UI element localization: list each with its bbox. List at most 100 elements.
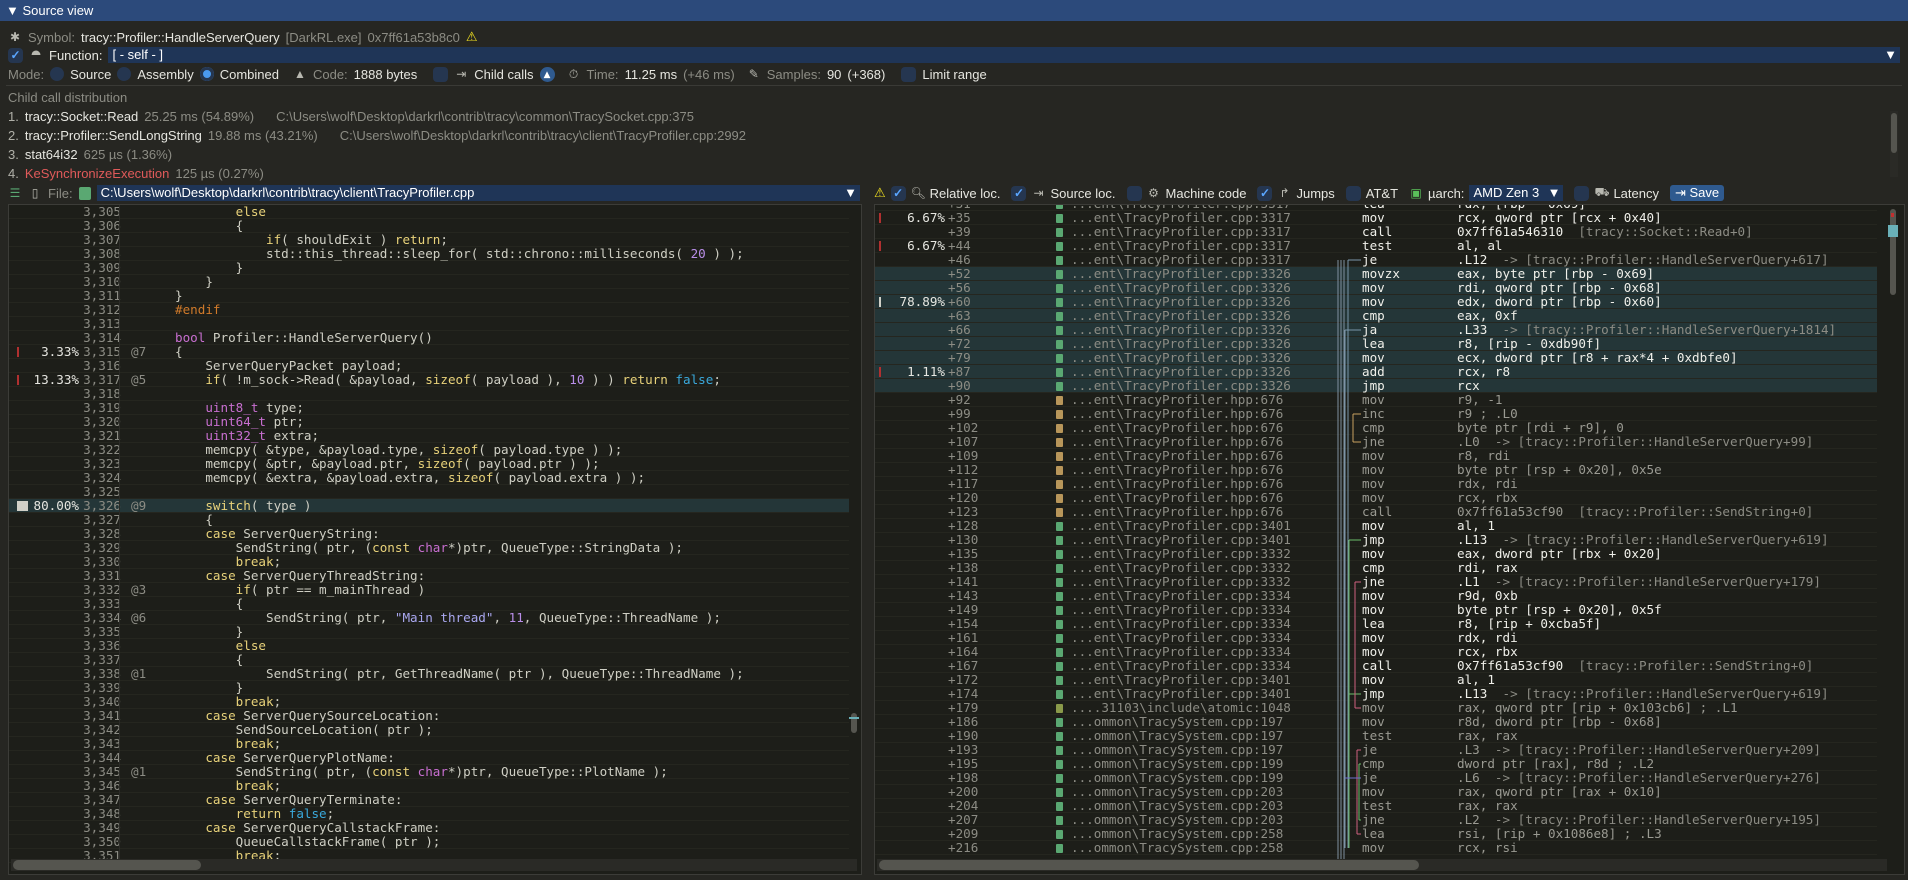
source-location[interactable]: ...ent\TracyProfiler.cpp:3401: [1071, 686, 1291, 701]
assembly-line[interactable]: +200 ...ommon\TracySystem.cpp:203 mov rax, …: [875, 785, 1877, 799]
source-line[interactable]: 3,324 memcpy( &extra, &payload.extra, si…: [9, 471, 849, 485]
source-line[interactable]: 3,338 @1 SendString( ptr, GetThreadName( …: [9, 667, 849, 681]
jump-target[interactable]: -> [tracy::Profiler::HandleServerQuery+1…: [1479, 574, 1821, 589]
source-location[interactable]: ...ent\TracyProfiler.cpp:3332: [1071, 546, 1291, 561]
relative-loc-label[interactable]: Relative loc.: [929, 185, 1001, 201]
jump-target[interactable]: [tracy::Profiler::SendString+0]: [1563, 658, 1814, 673]
assembly-line[interactable]: +174 ...ent\TracyProfiler.cpp:3401 jmp .L13…: [875, 687, 1877, 701]
source-line[interactable]: 3,341 case ServerQuerySourceLocation:: [9, 709, 849, 723]
assembly-line[interactable]: +99 ...ent\TracyProfiler.hpp:676 inc r9 ; .…: [875, 407, 1877, 421]
source-location[interactable]: ...ent\TracyProfiler.hpp:676: [1071, 420, 1284, 435]
assembly-line[interactable]: +141 ...ent\TracyProfiler.cpp:3332 jne .L1 …: [875, 575, 1877, 589]
source-location[interactable]: ...ommon\TracySystem.cpp:199: [1071, 756, 1284, 771]
assembly-line[interactable]: +161 ...ent\TracyProfiler.cpp:3334 mov rdx,…: [875, 631, 1877, 645]
jumps-checkbox[interactable]: ✓: [1257, 185, 1273, 201]
child-list-scrollbar[interactable]: [1890, 111, 1898, 177]
latency-label[interactable]: Latency: [1613, 185, 1659, 201]
assembly-line[interactable]: +56 ...ent\TracyProfiler.cpp:3326 mov rdi, …: [875, 281, 1877, 295]
source-location[interactable]: ...ent\TracyProfiler.cpp:3334: [1071, 658, 1291, 673]
assembly-line[interactable]: +164 ...ent\TracyProfiler.cpp:3334 mov rcx,…: [875, 645, 1877, 659]
assembly-line[interactable]: +46 ...ent\TracyProfiler.cpp:3317 je .L12 -…: [875, 253, 1877, 267]
source-line[interactable]: 3,319 uint8_t type;: [9, 401, 849, 415]
assembly-line[interactable]: +102 ...ent\TracyProfiler.hpp:676 cmp byte …: [875, 421, 1877, 435]
mode-assembly-label[interactable]: Assembly: [137, 66, 194, 82]
assembly-line[interactable]: +143 ...ent\TracyProfiler.cpp:3334 mov r9d,…: [875, 589, 1877, 603]
jump-target[interactable]: -> [tracy::Profiler::HandleServerQuery+6…: [1487, 686, 1829, 701]
source-line[interactable]: 3,308 std::this_thread::sleep_for( std::…: [9, 247, 849, 261]
source-line[interactable]: 80.00% 3,326 @9 switch( type ): [9, 499, 849, 513]
assembly-line[interactable]: +167 ...ent\TracyProfiler.cpp:3334 call 0x7…: [875, 659, 1877, 673]
source-location[interactable]: ...ent\TracyProfiler.cpp:3317: [1071, 205, 1291, 211]
source-line[interactable]: 3,343 break;: [9, 737, 849, 751]
uarch-combo[interactable]: AMD Zen 3 ▼: [1469, 185, 1564, 201]
assembly-line[interactable]: +39 ...ent\TracyProfiler.cpp:3317 call 0x7f…: [875, 225, 1877, 239]
assembly-line[interactable]: 6.67% +44 ...ent\TracyProfiler.cpp:3317 tes…: [875, 239, 1877, 253]
source-loc-checkbox[interactable]: ✓: [1011, 185, 1027, 201]
assembly-line[interactable]: +72 ...ent\TracyProfiler.cpp:3326 lea r8, […: [875, 337, 1877, 351]
jumps-label[interactable]: Jumps: [1296, 185, 1335, 201]
assembly-line[interactable]: +79 ...ent\TracyProfiler.cpp:3326 mov ecx, …: [875, 351, 1877, 365]
source-line[interactable]: 3,336 else: [9, 639, 849, 653]
source-line[interactable]: 3,322 memcpy( &type, &payload.type, size…: [9, 443, 849, 457]
jump-target[interactable]: -> [tracy::Profiler::HandleServerQuery+1…: [1479, 812, 1821, 827]
assembly-line[interactable]: +92 ...ent\TracyProfiler.hpp:676 mov r9, -1: [875, 393, 1877, 407]
source-location[interactable]: ...ommon\TracySystem.cpp:197: [1071, 742, 1284, 757]
assembly-line[interactable]: +120 ...ent\TracyProfiler.hpp:676 mov rcx, …: [875, 491, 1877, 505]
assembly-line[interactable]: +204 ...ommon\TracySystem.cpp:203 test rax,…: [875, 799, 1877, 813]
assembly-line[interactable]: +172 ...ent\TracyProfiler.cpp:3401 mov al, …: [875, 673, 1877, 687]
assembly-panel[interactable]: +31 ...ent\TracyProfiler.cpp:3317 lea rdx, …: [874, 204, 1905, 875]
source-location[interactable]: ...ent\TracyProfiler.cpp:3334: [1071, 644, 1291, 659]
source-location[interactable]: ...ent\TracyProfiler.hpp:676: [1071, 476, 1284, 491]
assembly-line[interactable]: +90 ...ent\TracyProfiler.cpp:3326 jmp rcx: [875, 379, 1877, 393]
source-location[interactable]: ...ent\TracyProfiler.cpp:3326: [1071, 280, 1291, 295]
source-line[interactable]: 3,325: [9, 485, 849, 499]
mode-combined-label[interactable]: Combined: [219, 66, 279, 82]
source-line[interactable]: 3,350 QueueCallstackFrame( ptr );: [9, 835, 849, 849]
source-line[interactable]: 3,331 case ServerQueryThreadString:: [9, 569, 849, 583]
source-location[interactable]: ...ommon\TracySystem.cpp:203: [1071, 784, 1284, 799]
source-line[interactable]: 3,349 case ServerQueryCallstackFrame:: [9, 821, 849, 835]
source-location[interactable]: ...ent\TracyProfiler.cpp:3334: [1071, 630, 1291, 645]
assembly-line[interactable]: +198 ...ommon\TracySystem.cpp:199 je .L6 ->…: [875, 771, 1877, 785]
jump-target[interactable]: -> [tracy::Profiler::HandleServerQuery+9…: [1479, 434, 1814, 449]
assembly-line[interactable]: +154 ...ent\TracyProfiler.cpp:3334 lea r8, …: [875, 617, 1877, 631]
relative-loc-checkbox[interactable]: ✓: [890, 185, 906, 201]
assembly-line[interactable]: +149 ...ent\TracyProfiler.cpp:3334 mov byte…: [875, 603, 1877, 617]
jump-target[interactable]: -> [tracy::Profiler::HandleServerQuery+6…: [1487, 252, 1829, 267]
source-location[interactable]: ...ent\TracyProfiler.hpp:676: [1071, 406, 1284, 421]
assembly-line[interactable]: +109 ...ent\TracyProfiler.hpp:676 mov r8, r…: [875, 449, 1877, 463]
source-line[interactable]: 3,334 @6 SendString( ptr, "Main thread", …: [9, 611, 849, 625]
source-line[interactable]: 3,313: [9, 317, 849, 331]
source-location[interactable]: ...ommon\TracySystem.cpp:197: [1071, 714, 1284, 729]
assembly-line[interactable]: +107 ...ent\TracyProfiler.hpp:676 jne .L0 -…: [875, 435, 1877, 449]
source-location[interactable]: ...ent\TracyProfiler.cpp:3317: [1071, 238, 1291, 253]
source-line[interactable]: 3,320 uint64_t ptr;: [9, 415, 849, 429]
assembly-line[interactable]: +190 ...ommon\TracySystem.cpp:197 test rax,…: [875, 729, 1877, 743]
collapse-arrow-icon[interactable]: ▼: [6, 3, 19, 18]
source-location[interactable]: ...ent\TracyProfiler.hpp:676: [1071, 448, 1284, 463]
source-line[interactable]: 3,310 }: [9, 275, 849, 289]
source-location[interactable]: ...ent\TracyProfiler.cpp:3326: [1071, 322, 1291, 337]
source-line[interactable]: 3,330 break;: [9, 555, 849, 569]
assembly-line[interactable]: +207 ...ommon\TracySystem.cpp:203 jne .L2 -…: [875, 813, 1877, 827]
warning-icon[interactable]: ⚠: [465, 29, 478, 44]
jump-target[interactable]: [tracy::Profiler::SendString+0]: [1563, 504, 1814, 519]
assembly-line[interactable]: +112 ...ent\TracyProfiler.hpp:676 mov byte …: [875, 463, 1877, 477]
assembly-line[interactable]: +31 ...ent\TracyProfiler.cpp:3317 lea rdx, …: [875, 205, 1877, 211]
source-location[interactable]: ...ommon\TracySystem.cpp:197: [1071, 728, 1284, 743]
assembly-line[interactable]: +209 ...ommon\TracySystem.cpp:258 lea rsi, …: [875, 827, 1877, 841]
source-line[interactable]: 3,333 {: [9, 597, 849, 611]
source-location[interactable]: ...ommon\TracySystem.cpp:199: [1071, 770, 1284, 785]
att-label[interactable]: AT&T: [1365, 185, 1399, 201]
source-line[interactable]: 3,345 @1 SendString( ptr, (const char*)pt…: [9, 765, 849, 779]
source-line[interactable]: 3,312 #endif: [9, 303, 849, 317]
assembly-line[interactable]: +130 ...ent\TracyProfiler.cpp:3401 jmp .L13…: [875, 533, 1877, 547]
source-line[interactable]: 3,332 @3 if( ptr == m_mainThread ): [9, 583, 849, 597]
child-call-item[interactable]: 1. tracy::Socket::Read 25.25 ms (54.89%) C:…: [8, 109, 700, 124]
source-line[interactable]: 3,347 case ServerQueryTerminate:: [9, 793, 849, 807]
latency-checkbox[interactable]: [1574, 185, 1590, 201]
source-line[interactable]: 3,311}: [9, 289, 849, 303]
source-location[interactable]: ...ent\TracyProfiler.cpp:3334: [1071, 588, 1291, 603]
source-location[interactable]: ...ent\TracyProfiler.cpp:3326: [1071, 294, 1291, 309]
assembly-line[interactable]: +117 ...ent\TracyProfiler.hpp:676 mov rdx, …: [875, 477, 1877, 491]
